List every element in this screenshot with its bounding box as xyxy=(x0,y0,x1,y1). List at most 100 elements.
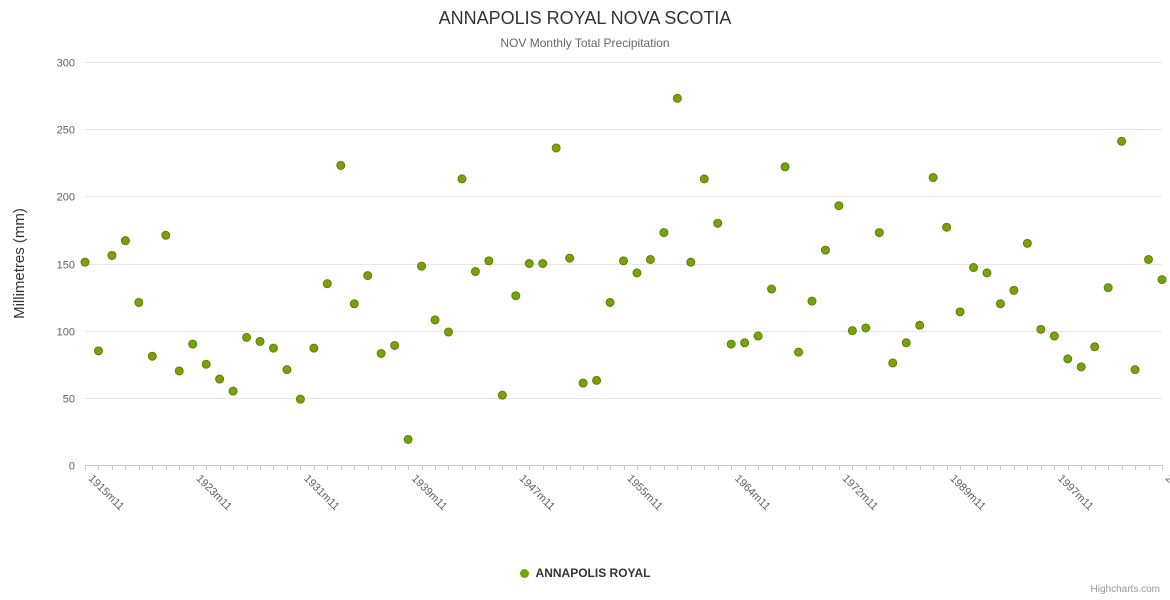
data-point[interactable] xyxy=(1022,238,1032,248)
data-point[interactable] xyxy=(322,279,332,289)
y-axis-tick-label: 300 xyxy=(57,58,75,70)
data-point[interactable] xyxy=(497,390,507,400)
data-point[interactable] xyxy=(1063,354,1073,364)
y-axis-tick-label: 150 xyxy=(57,260,75,272)
data-point[interactable] xyxy=(403,434,413,444)
data-point[interactable] xyxy=(363,271,373,281)
legend-label: ANNAPOLIS ROYAL xyxy=(535,566,651,580)
data-point[interactable] xyxy=(1076,362,1086,372)
data-point[interactable] xyxy=(174,366,184,376)
data-point[interactable] xyxy=(982,268,992,278)
data-point[interactable] xyxy=(390,340,400,350)
x-axis-tick-label: 1997m11 xyxy=(1055,473,1095,513)
data-point[interactable] xyxy=(1009,285,1019,295)
x-axis-tick-label: 1947m11 xyxy=(517,473,557,513)
data-point[interactable] xyxy=(470,267,480,277)
data-point[interactable] xyxy=(1144,254,1154,264)
data-point[interactable] xyxy=(349,299,359,309)
data-point[interactable] xyxy=(820,245,830,255)
data-point[interactable] xyxy=(282,365,292,375)
y-axis-tick-label: 250 xyxy=(57,125,75,137)
data-point[interactable] xyxy=(215,374,225,384)
data-point[interactable] xyxy=(1103,283,1113,293)
data-point[interactable] xyxy=(538,259,548,268)
data-point[interactable] xyxy=(457,174,467,184)
data-point[interactable] xyxy=(93,346,103,356)
data-point[interactable] xyxy=(686,257,696,267)
data-point[interactable] xyxy=(942,222,952,232)
data-point[interactable] xyxy=(551,143,561,153)
x-axis-tick-label: 1989m11 xyxy=(947,473,987,513)
data-point[interactable] xyxy=(672,93,682,103)
data-point[interactable] xyxy=(915,320,925,330)
legend-item-annapolis-royal[interactable]: ANNAPOLIS ROYAL xyxy=(519,566,651,580)
data-point[interactable] xyxy=(161,230,171,240)
data-point[interactable] xyxy=(443,327,453,337)
data-point[interactable] xyxy=(874,228,884,238)
x-axis-tick-label: 1931m11 xyxy=(301,473,341,513)
data-point[interactable] xyxy=(336,160,346,170)
y-axis-tick-label: 200 xyxy=(57,192,75,204)
x-axis-tick-label: 1923m11 xyxy=(194,473,234,513)
data-point[interactable] xyxy=(1157,275,1167,285)
data-point[interactable] xyxy=(995,299,1005,309)
y-axis-tick-label: 100 xyxy=(57,327,75,339)
data-point[interactable] xyxy=(134,297,144,307)
data-point[interactable] xyxy=(740,338,750,348)
data-point[interactable] xyxy=(255,336,265,346)
data-point[interactable] xyxy=(780,162,790,172)
chart-subtitle: NOV Monthly Total Precipitation xyxy=(500,36,670,50)
data-point[interactable] xyxy=(632,268,642,278)
data-point[interactable] xyxy=(1049,331,1059,341)
data-point[interactable] xyxy=(578,378,588,388)
chart-title: ANNAPOLIS ROYAL NOVA SCOTIA xyxy=(438,8,732,28)
x-axis-tick-label: 1972m11 xyxy=(840,473,880,513)
data-point[interactable] xyxy=(511,291,521,301)
data-point[interactable] xyxy=(955,307,965,317)
data-point[interactable] xyxy=(901,338,911,348)
data-point[interactable] xyxy=(1036,324,1046,334)
data-point[interactable] xyxy=(753,331,763,341)
data-point[interactable] xyxy=(888,358,898,368)
data-point[interactable] xyxy=(201,359,211,369)
data-point[interactable] xyxy=(928,173,938,183)
data-point[interactable] xyxy=(309,343,319,353)
credits-link[interactable]: Highcharts.com xyxy=(1090,584,1160,595)
data-point[interactable] xyxy=(699,174,709,184)
data-point[interactable] xyxy=(1117,136,1127,146)
data-point[interactable] xyxy=(524,259,534,268)
data-point[interactable] xyxy=(726,339,736,349)
data-point[interactable] xyxy=(713,218,723,228)
data-point[interactable] xyxy=(242,332,252,342)
data-point[interactable] xyxy=(120,236,130,246)
data-point[interactable] xyxy=(80,257,90,267)
data-point[interactable] xyxy=(484,256,494,266)
data-point[interactable] xyxy=(430,315,440,325)
data-point[interactable] xyxy=(605,297,615,307)
data-point[interactable] xyxy=(376,349,386,359)
data-point[interactable] xyxy=(969,263,979,273)
data-point[interactable] xyxy=(807,296,817,306)
data-point[interactable] xyxy=(861,323,871,333)
data-point[interactable] xyxy=(645,254,655,264)
data-point[interactable] xyxy=(834,201,844,211)
data-point[interactable] xyxy=(295,394,305,404)
data-point[interactable] xyxy=(767,284,777,294)
data-point[interactable] xyxy=(107,250,117,260)
data-point[interactable] xyxy=(417,261,427,271)
data-point[interactable] xyxy=(228,386,238,396)
data-point[interactable] xyxy=(147,351,157,361)
data-point[interactable] xyxy=(565,253,575,263)
data-point[interactable] xyxy=(1090,342,1100,352)
data-point[interactable] xyxy=(794,347,804,357)
x-axis-tick-label: 1955m11 xyxy=(624,473,664,513)
data-point[interactable] xyxy=(188,339,198,349)
data-point[interactable] xyxy=(659,228,669,238)
data-point[interactable] xyxy=(847,326,857,336)
data-point[interactable] xyxy=(268,343,278,353)
data-point[interactable] xyxy=(619,256,628,266)
data-point[interactable] xyxy=(1130,365,1140,375)
data-point[interactable] xyxy=(592,375,602,385)
